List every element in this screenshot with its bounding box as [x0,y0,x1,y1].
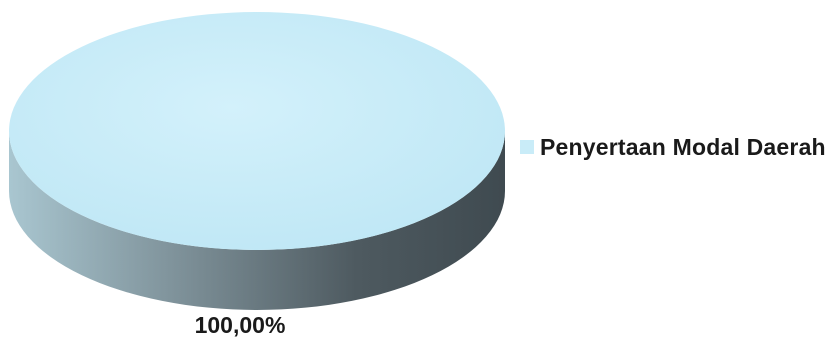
pie-slice-penyertaan-modal-daerah[interactable] [9,12,505,250]
pie-slice-side [9,131,505,310]
legend-swatch-penyertaan-modal-daerah [520,140,534,154]
legend-label-penyertaan-modal-daerah: Penyertaan Modal Daerah [540,133,826,160]
slice-value-label: 100,00% [194,312,286,338]
legend: Penyertaan Modal Daerah [520,131,826,163]
